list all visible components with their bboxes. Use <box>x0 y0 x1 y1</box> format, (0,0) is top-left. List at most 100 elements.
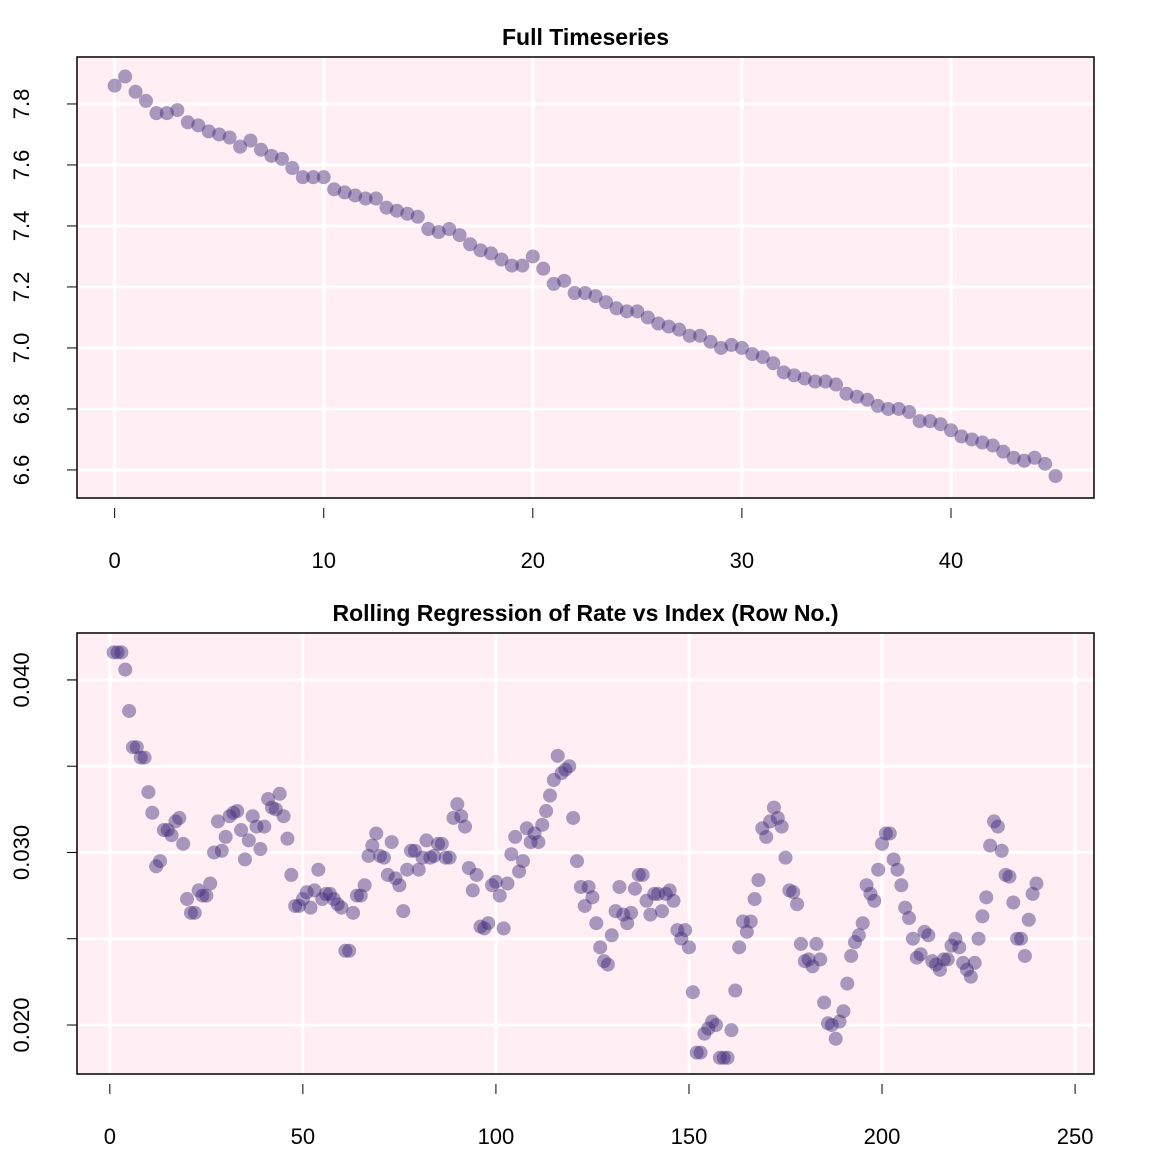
y-tick-label: 6.6 <box>9 455 34 486</box>
point <box>627 881 642 896</box>
point <box>295 170 310 185</box>
x-tick-label: 40 <box>939 548 963 573</box>
point <box>797 371 812 386</box>
point <box>612 879 627 894</box>
point <box>133 750 148 765</box>
point <box>180 892 195 907</box>
point <box>817 995 832 1010</box>
point <box>581 879 596 894</box>
y-tick-label: 7.4 <box>9 211 34 242</box>
point <box>681 940 696 955</box>
point <box>334 900 349 915</box>
point <box>519 821 534 836</box>
point <box>280 831 295 846</box>
point <box>508 829 523 844</box>
point <box>465 883 480 898</box>
point <box>222 809 237 824</box>
point <box>452 228 467 243</box>
point <box>107 78 122 93</box>
point <box>539 804 554 819</box>
point <box>1021 912 1036 927</box>
point <box>342 943 357 958</box>
chart-title: Full Timeseries <box>502 24 669 50</box>
point <box>844 948 859 963</box>
point <box>384 835 399 850</box>
point <box>226 805 241 820</box>
point <box>705 1014 720 1029</box>
point <box>156 823 171 838</box>
point <box>159 106 174 121</box>
point <box>421 222 436 237</box>
point <box>149 106 164 121</box>
point <box>1006 895 1021 910</box>
point <box>191 118 206 133</box>
point <box>759 829 774 844</box>
point <box>118 69 133 84</box>
point <box>199 888 214 903</box>
point <box>643 907 658 922</box>
point <box>898 900 913 915</box>
point <box>550 748 565 763</box>
point <box>203 876 218 891</box>
point <box>473 919 488 934</box>
point <box>463 237 478 252</box>
point <box>272 786 287 801</box>
point <box>832 1014 847 1029</box>
point <box>619 304 634 319</box>
point <box>1038 456 1053 471</box>
point <box>512 864 527 879</box>
point <box>818 374 833 389</box>
point <box>902 404 917 419</box>
point <box>145 805 160 820</box>
point <box>1006 450 1021 465</box>
point <box>330 897 345 912</box>
point <box>118 662 133 677</box>
y-tick-label: 0.040 <box>9 652 34 707</box>
point <box>739 924 754 939</box>
point <box>996 444 1011 459</box>
point <box>531 835 546 850</box>
point <box>697 1026 712 1041</box>
point <box>243 133 258 148</box>
point <box>348 188 363 203</box>
point <box>870 398 885 413</box>
point <box>886 852 901 867</box>
point <box>747 892 762 907</box>
point <box>593 940 608 955</box>
point <box>483 246 498 261</box>
point <box>264 800 279 815</box>
point <box>357 878 372 893</box>
point <box>187 905 202 920</box>
point <box>253 142 268 157</box>
point <box>678 923 693 938</box>
plot-background <box>77 57 1094 498</box>
point <box>338 943 353 958</box>
point <box>724 1023 739 1038</box>
point <box>546 773 561 787</box>
point <box>222 130 237 145</box>
point <box>672 322 687 337</box>
point <box>114 645 129 660</box>
point <box>562 759 577 774</box>
point <box>983 838 998 853</box>
point <box>396 904 411 919</box>
point <box>153 854 168 869</box>
point <box>326 892 341 907</box>
point <box>442 850 457 865</box>
point <box>454 809 469 824</box>
point <box>975 435 990 450</box>
point <box>361 848 376 863</box>
point <box>400 862 415 877</box>
point <box>106 645 121 660</box>
point <box>319 886 334 901</box>
point <box>191 883 206 898</box>
point <box>766 356 781 371</box>
point <box>261 791 276 806</box>
point <box>306 170 321 185</box>
point <box>967 955 982 970</box>
point <box>774 819 789 834</box>
point <box>292 898 307 913</box>
point <box>948 931 963 946</box>
point <box>755 821 770 836</box>
point <box>763 814 778 829</box>
